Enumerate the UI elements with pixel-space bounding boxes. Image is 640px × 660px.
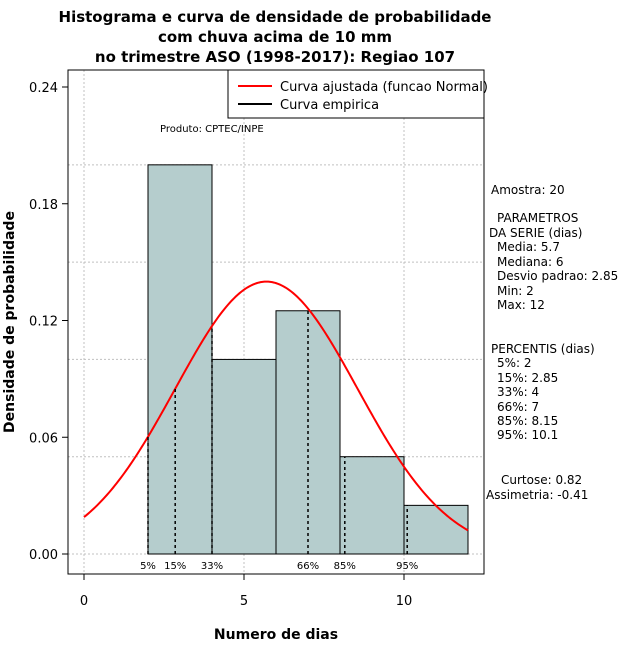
histogram-bar-3 <box>339 456 405 555</box>
stats-panel: Amostra: 20 PARAMETROS DA SERIE (dias) M… <box>486 183 618 502</box>
histogram-bar-4 <box>403 504 469 555</box>
x-tick-label-0: 0 <box>80 594 88 609</box>
histogram-bar-1 <box>211 358 277 555</box>
pct-33: 33%: 4 <box>497 385 539 399</box>
x-tick-label-2: 10 <box>396 594 413 609</box>
product-annotation: Produto: CPTEC/INPE <box>160 124 264 135</box>
legend: Curva ajustada (funcao Normal) Curva emp… <box>227 69 488 119</box>
y-tick-label-0: 0.00 <box>29 548 58 563</box>
params-subtitle: DA SERIE (dias) <box>489 226 582 240</box>
percentis-title: PERCENTIS (dias) <box>491 342 595 356</box>
y-tick-label-2: 0.12 <box>29 315 58 330</box>
stat-curtose: Curtose: 0.82 <box>501 473 582 487</box>
pct-66: 66%: 7 <box>497 400 539 414</box>
percentile-label-1: 15% <box>164 561 186 572</box>
y-tick-label-1: 0.06 <box>29 431 58 446</box>
legend-label-fitted: Curva ajustada (funcao Normal) <box>280 80 488 95</box>
title-line-2: com chuva acima de 10 mm <box>158 28 392 46</box>
stat-media: Media: 5.7 <box>497 240 560 254</box>
percentile-label-5: 95% <box>396 561 418 572</box>
x-axis-label: Numero de dias <box>214 627 338 643</box>
histogram-bar-0 <box>147 164 213 555</box>
stat-min: Min: 2 <box>497 284 534 298</box>
params-title: PARAMETROS <box>497 211 578 225</box>
stat-assimetria: Assimetria: -0.41 <box>486 488 588 502</box>
percentile-label-2: 33% <box>201 561 223 572</box>
pct-5: 5%: 2 <box>497 356 532 370</box>
pct-95: 95%: 10.1 <box>497 428 558 442</box>
sample-size: Amostra: 20 <box>491 183 565 197</box>
normal-curve <box>83 280 469 532</box>
title-line-3: no trimestre ASO (1998-2017): Regiao 107 <box>95 48 455 66</box>
legend-box <box>227 69 485 119</box>
stat-max: Max: 12 <box>497 298 545 312</box>
percentile-label-3: 66% <box>297 561 319 572</box>
percentile-lines: 5% 15% 33% 66% 85% 95% <box>140 310 418 572</box>
normal-curve-line <box>83 280 469 532</box>
percentile-label-0: 5% <box>140 561 156 572</box>
percentile-label-4: 85% <box>334 561 356 572</box>
y-tick-label-4: 0.24 <box>29 81 58 96</box>
y-tick-label-3: 0.18 <box>29 198 58 213</box>
y-axis-label: Densidade de probabilidade <box>2 211 18 433</box>
legend-label-empirical: Curva empirica <box>280 98 379 113</box>
title-line-1: Histograma e curva de densidade de proba… <box>59 8 492 26</box>
stat-desvio: Desvio padrao: 2.85 <box>497 269 618 283</box>
stat-mediana: Mediana: 6 <box>497 255 564 269</box>
x-tick-label-1: 5 <box>240 594 248 609</box>
pct-85: 85%: 8.15 <box>497 414 558 428</box>
chart-title: Histograma e curva de densidade de proba… <box>59 8 492 66</box>
pct-15: 15%: 2.85 <box>497 371 558 385</box>
